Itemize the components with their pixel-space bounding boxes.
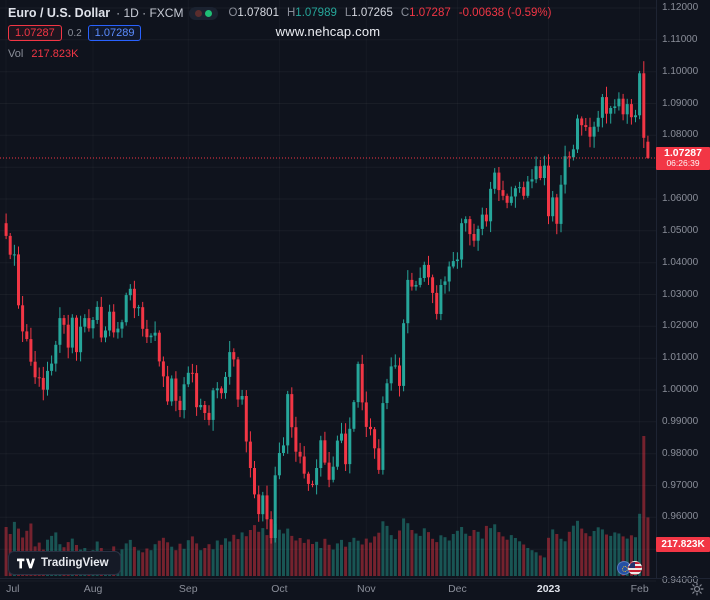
- high-label: H: [286, 7, 296, 19]
- source-dot-icon: [195, 9, 203, 17]
- spread-value: 0.2: [67, 27, 82, 39]
- price-axis-label: 1.04000: [662, 256, 699, 268]
- price-axis-label: 0.97000: [662, 479, 699, 491]
- price-axis-label: 1.05000: [662, 224, 699, 236]
- open-label: O: [228, 7, 238, 19]
- price-axis-label: 0.99000: [662, 415, 699, 427]
- bar-countdown: 06:26:39: [666, 158, 700, 169]
- price-axis-label: 1.03000: [662, 288, 699, 300]
- time-axis-label: Oct: [271, 583, 288, 595]
- symbol-title[interactable]: Euro / U.S. Dollar: [8, 6, 111, 20]
- open-value: 1.07801: [237, 7, 279, 19]
- usd-flag-icon: [628, 561, 642, 575]
- time-axis-label: Nov: [356, 583, 376, 595]
- current-price-badge: 1.07287 06:26:39: [656, 147, 710, 171]
- volume-value: 217.823K: [31, 48, 79, 60]
- price-axis-label: 0.94000: [662, 575, 699, 586]
- buy-ask-button[interactable]: 1.07289: [87, 25, 142, 41]
- legend-row-main: Euro / U.S. Dollar · 1D · FXCM O1.07801 …: [8, 6, 551, 20]
- price-axis-label: 1.08000: [662, 129, 699, 141]
- price-axis-label: 1.11000: [662, 33, 698, 45]
- low-label: L: [344, 7, 352, 19]
- tradingview-logo-icon: [17, 558, 35, 568]
- symbol-meta: · 1D · FXCM: [116, 6, 184, 20]
- symbol-legend: Euro / U.S. Dollar · 1D · FXCM O1.07801 …: [8, 6, 551, 60]
- close-value: 1.07287: [409, 7, 451, 19]
- eur-flag-icon: [617, 561, 631, 575]
- price-axis-label: 1.00000: [662, 384, 699, 395]
- current-volume-badge: 217.823K: [656, 537, 710, 552]
- close-label: C: [400, 7, 410, 19]
- price-axis-label: 0.98000: [662, 447, 699, 459]
- change-value: -0.00638 (-0.59%): [458, 7, 552, 19]
- current-price-value: 1.07287: [664, 147, 702, 160]
- tradingview-logo-text: TradingView: [41, 557, 109, 569]
- time-axis-label: Dec: [448, 583, 467, 595]
- status-dot-icon: [205, 9, 213, 17]
- price-axis-label: 0.96000: [662, 511, 699, 523]
- price-axis-label: 1.10000: [662, 65, 699, 77]
- time-axis-label: Sep: [178, 583, 198, 595]
- time-axis-label: 2023: [536, 583, 561, 595]
- time-axis[interactable]: Jul Aug Sep Oct Nov Dec 2023 Feb: [0, 578, 710, 600]
- legend-row-volume: Vol 217.823K: [8, 48, 551, 60]
- time-axis-label: Jul: [6, 583, 20, 595]
- low-value: 1.07265: [351, 7, 393, 19]
- time-axis-label: Feb: [630, 583, 649, 595]
- price-axis-label: 1.12000: [662, 2, 699, 13]
- timezone-settings-gear-icon[interactable]: [690, 582, 704, 596]
- time-axis-label: Aug: [83, 583, 103, 595]
- price-axis[interactable]: 1.120001.110001.100001.090001.080001.070…: [656, 0, 710, 586]
- watermark: www.nehcap.com: [275, 24, 381, 39]
- series-status-toggle[interactable]: [189, 6, 219, 20]
- price-axis-label: 1.02000: [662, 320, 699, 332]
- price-axis-label: 1.06000: [662, 193, 699, 204]
- volume-label[interactable]: Vol: [8, 48, 24, 60]
- ohlc-values: O1.07801 H1.07989 L1.07265 C1.07287 -0.0…: [228, 7, 551, 19]
- price-axis-label: 1.09000: [662, 97, 699, 109]
- high-value: 1.07989: [295, 7, 337, 19]
- price-axis-label: 1.01000: [662, 352, 699, 364]
- symbol-flags: [617, 561, 642, 575]
- legend-row-bidask: 1.07287 0.2 1.07289: [8, 25, 551, 41]
- tradingview-logo[interactable]: TradingView: [8, 551, 121, 575]
- sell-bid-button[interactable]: 1.07287: [8, 25, 62, 41]
